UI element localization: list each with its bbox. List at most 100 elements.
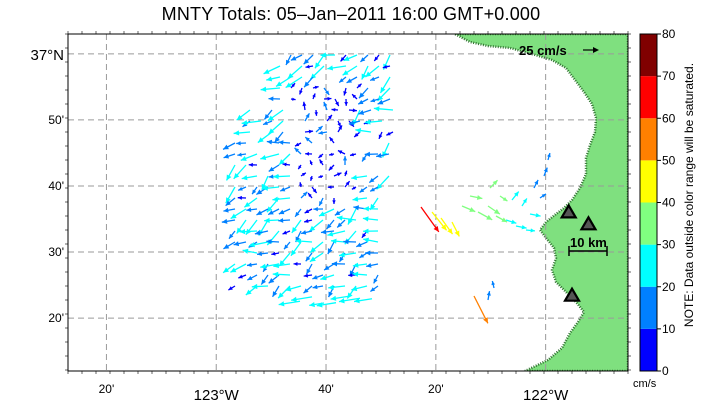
current-vector [240, 153, 258, 161]
current-vector [451, 221, 460, 237]
current-vector [352, 196, 368, 202]
current-vector [352, 262, 368, 268]
current-vector [369, 285, 379, 293]
current-vector [238, 274, 247, 279]
current-vector [316, 302, 337, 308]
current-vector [312, 93, 316, 100]
current-vector [305, 263, 313, 275]
current-vector [327, 185, 335, 189]
current-vector [285, 285, 302, 292]
current-vector [310, 175, 314, 181]
current-vector [353, 298, 373, 304]
current-vector [356, 83, 362, 89]
current-vector [377, 98, 391, 105]
current-vector [268, 120, 284, 135]
current-vector [373, 106, 394, 112]
current-vector [237, 152, 247, 157]
current-vector [277, 285, 291, 299]
y-tick-label: 30' [48, 245, 64, 259]
current-vector [328, 284, 346, 290]
current-vector [338, 76, 347, 83]
x-tick-label: 20' [428, 382, 444, 396]
current-vector [285, 76, 303, 89]
current-vector [364, 151, 379, 157]
current-vector [363, 228, 379, 234]
current-vector [351, 285, 368, 292]
current-vector [300, 230, 313, 235]
current-vector [359, 252, 368, 259]
current-vector [370, 98, 380, 103]
current-vector [263, 109, 273, 120]
current-vector [236, 141, 247, 146]
current-vector [314, 54, 325, 69]
current-vector [307, 192, 313, 199]
current-vector [233, 164, 247, 180]
current-vector [228, 285, 236, 291]
current-vector [356, 241, 368, 248]
current-vector [299, 182, 303, 188]
current-vector [529, 212, 541, 218]
current-vector [338, 252, 357, 258]
current-vector [420, 206, 440, 233]
current-vector [327, 65, 347, 71]
current-vector [332, 197, 336, 204]
current-vector [263, 65, 281, 75]
current-vector [251, 186, 258, 195]
current-vector [257, 131, 273, 144]
current-vector [294, 147, 302, 155]
current-vector [309, 252, 324, 263]
current-vector [323, 263, 335, 271]
current-vector [273, 262, 291, 269]
current-vector [285, 54, 292, 66]
scale-arrow-label: 25 cm/s [519, 43, 567, 58]
current-vector [369, 76, 380, 82]
current-vector [363, 237, 379, 243]
current-vector [275, 76, 292, 88]
current-vector [223, 153, 236, 159]
current-vector [351, 186, 357, 190]
current-vector [336, 219, 346, 228]
y-tick-label: 20' [48, 311, 64, 325]
current-vector [266, 239, 280, 245]
current-vector [266, 230, 280, 246]
current-vector [353, 131, 361, 138]
current-vector [267, 208, 280, 216]
colorbar-segment [640, 202, 657, 245]
scale-bar-label: 10 km [570, 235, 607, 250]
current-vector [473, 295, 489, 324]
current-vector [358, 109, 372, 115]
current-vector [515, 224, 527, 230]
current-vector [287, 65, 303, 80]
current-vector [336, 215, 357, 221]
current-vector [386, 131, 394, 136]
current-vector [273, 173, 291, 180]
current-vector [461, 205, 476, 213]
current-vector [331, 107, 339, 112]
current-vector [260, 153, 280, 160]
current-vector [312, 284, 324, 290]
current-vector [344, 180, 351, 188]
current-vector [278, 300, 301, 307]
current-vector [267, 109, 284, 122]
current-vector [225, 164, 236, 181]
current-vector [521, 198, 528, 207]
current-vector [358, 87, 369, 99]
current-vector [330, 238, 346, 244]
current-vector [309, 160, 313, 166]
colorbar-unit: cm/s [633, 378, 657, 390]
current-vector [366, 263, 379, 268]
current-vector [343, 54, 358, 62]
current-vector [228, 230, 236, 240]
x-tick-label: 20' [99, 382, 115, 396]
current-vector [361, 153, 368, 162]
current-vector [304, 136, 313, 144]
current-vector [378, 131, 383, 140]
current-vector [241, 175, 258, 181]
current-vector [303, 273, 313, 278]
current-vector [304, 129, 314, 134]
colorbar-tick-label: 0 [662, 364, 669, 378]
current-vector [264, 217, 280, 224]
current-vector [237, 195, 247, 200]
current-vector [330, 295, 349, 301]
current-vector [312, 85, 319, 90]
